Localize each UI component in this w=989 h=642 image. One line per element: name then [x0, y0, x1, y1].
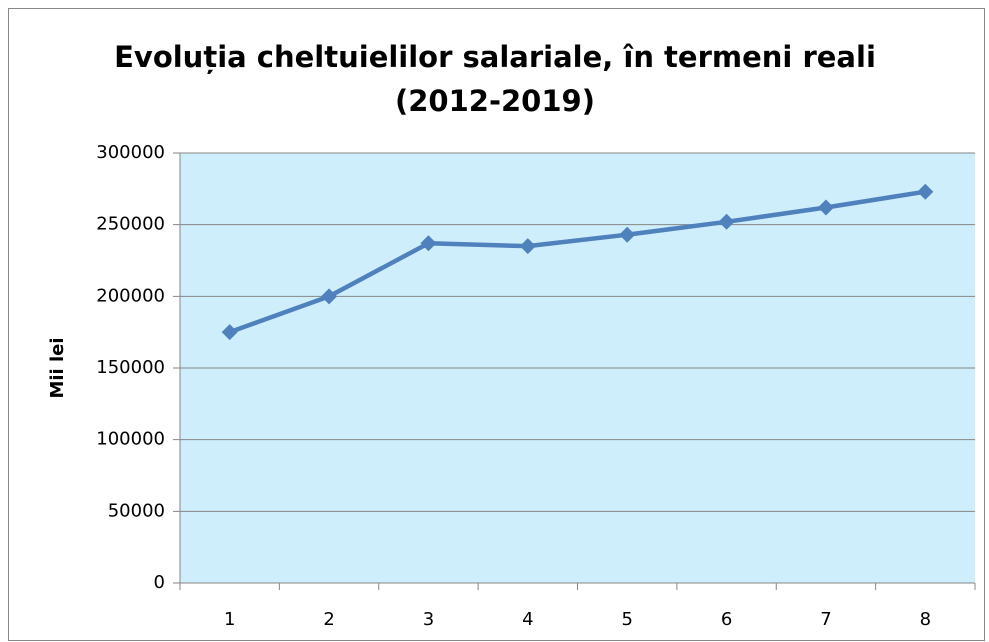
point-marker [221, 324, 238, 341]
point-marker [519, 238, 536, 255]
point-marker [817, 199, 834, 216]
point-marker [917, 183, 934, 200]
chart-title: (2012-2019) [395, 84, 595, 118]
series-line [228, 189, 926, 335]
x-tick-label: 3 [423, 609, 434, 630]
point-marker [619, 226, 636, 243]
y-tick-label: 250000 [96, 214, 165, 235]
x-tick-label: 2 [323, 609, 334, 630]
y-tick-label: 0 [154, 572, 165, 593]
x-tick-label: 4 [522, 609, 533, 630]
x-tick-label: 7 [820, 609, 831, 630]
y-tick-label: 200000 [96, 285, 165, 306]
point-marker [718, 213, 735, 230]
y-tick-label: 50000 [108, 500, 165, 521]
point-marker [321, 288, 338, 305]
x-tick-label: 5 [621, 609, 632, 630]
x-tick-label: 8 [920, 609, 931, 630]
x-tick-label: 6 [721, 609, 732, 630]
y-tick-label: 100000 [96, 429, 165, 450]
point-marker [420, 235, 437, 252]
y-axis-label: Mii lei [47, 337, 68, 398]
y-tick-label: 150000 [96, 357, 165, 378]
y-tick-label: 300000 [96, 142, 165, 163]
chart-title: Evoluția cheltuielilor salariale, în ter… [114, 40, 876, 74]
x-tick-label: 1 [224, 609, 235, 630]
